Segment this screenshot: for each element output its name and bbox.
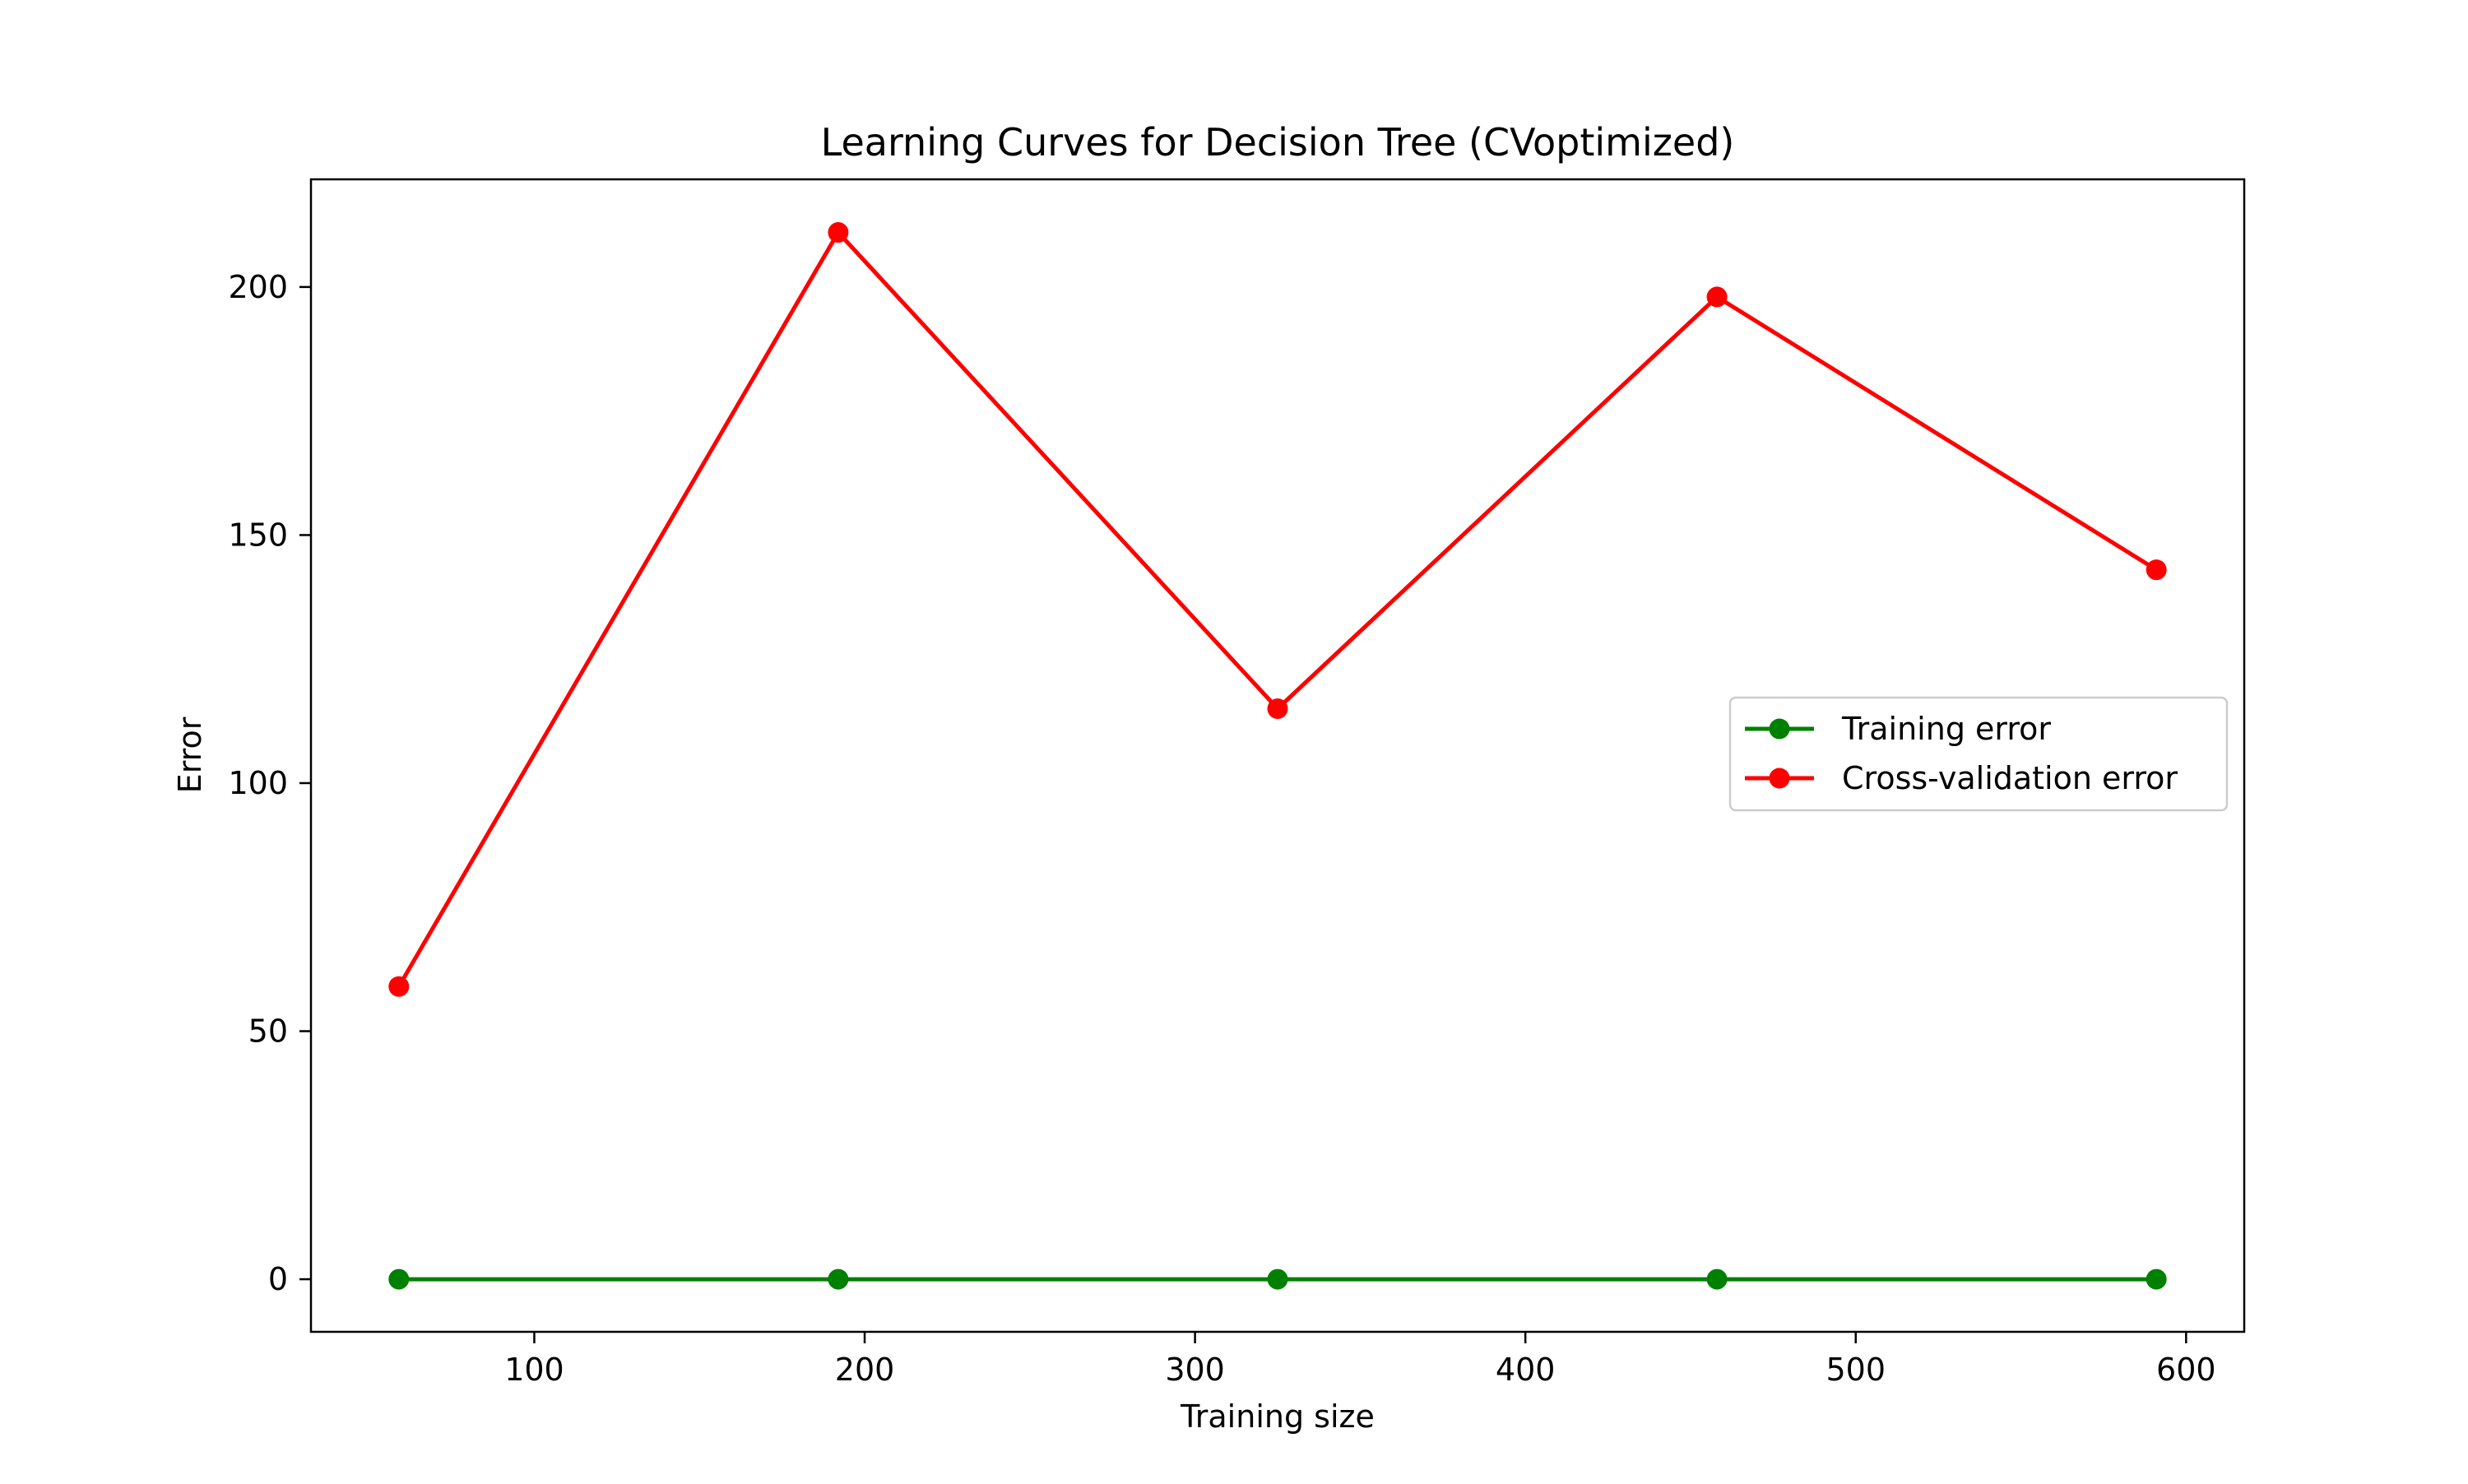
- legend[interactable]: Training error Cross-validation error: [1728, 696, 2229, 812]
- data-point-training-error[interactable]: [828, 1268, 849, 1290]
- data-point-cross-validation-error[interactable]: [828, 222, 849, 243]
- data-point-training-error[interactable]: [388, 1268, 410, 1290]
- data-point-training-error[interactable]: [1267, 1268, 1288, 1290]
- x-axis-label: Training size: [1180, 1398, 1375, 1435]
- series-layer: [388, 222, 2167, 1290]
- y-axis: 0 50 100 150 200: [228, 269, 311, 1297]
- chart-title: Learning Curves for Decision Tree (CVopt…: [821, 120, 1735, 165]
- y-tick-label: 200: [228, 269, 288, 305]
- x-tick-label: 600: [2156, 1352, 2216, 1388]
- legend-item-cross-validation-error[interactable]: Cross-validation error: [1745, 760, 2178, 796]
- y-tick-label: 150: [228, 517, 288, 553]
- legend-marker-training-error: [1769, 718, 1790, 740]
- legend-label-cross-validation-error: Cross-validation error: [1842, 760, 2178, 796]
- x-tick-label: 100: [504, 1352, 564, 1388]
- data-point-cross-validation-error[interactable]: [1267, 698, 1288, 720]
- legend-box: [1728, 696, 2229, 812]
- legend-marker-cross-validation-error: [1769, 768, 1790, 789]
- x-tick-label: 200: [835, 1352, 895, 1388]
- y-axis-label: Error: [172, 716, 208, 793]
- data-point-cross-validation-error[interactable]: [2146, 559, 2167, 581]
- y-tick-label: 50: [248, 1013, 288, 1050]
- x-tick-label: 500: [1825, 1352, 1886, 1388]
- y-tick-label: 100: [228, 765, 288, 801]
- y-tick-label: 0: [268, 1261, 288, 1297]
- plot-area-frame: [309, 178, 2246, 1333]
- x-tick-label: 300: [1165, 1352, 1225, 1388]
- data-point-cross-validation-error[interactable]: [388, 976, 410, 997]
- x-tick-label: 400: [1496, 1352, 1556, 1388]
- legend-item-training-error[interactable]: Training error: [1745, 711, 2051, 747]
- data-point-cross-validation-error[interactable]: [1706, 286, 1728, 308]
- data-point-training-error[interactable]: [1706, 1268, 1728, 1290]
- x-axis: 100 200 300 400 500 600: [504, 1332, 2216, 1388]
- legend-label-training-error: Training error: [1841, 711, 2051, 747]
- data-point-training-error[interactable]: [2146, 1268, 2167, 1290]
